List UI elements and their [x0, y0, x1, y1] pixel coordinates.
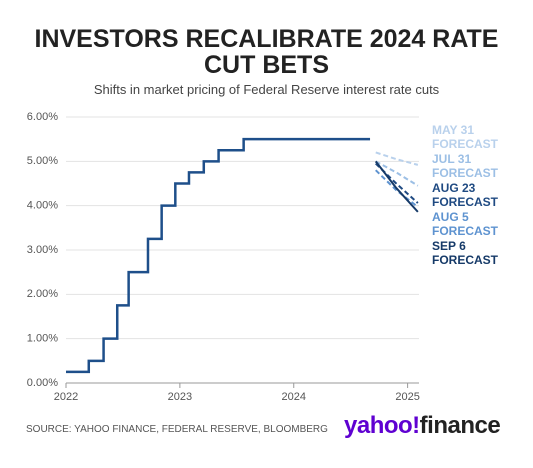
x-tick-label: 2024: [281, 391, 305, 403]
y-tick-label: 0.00%: [27, 377, 58, 389]
legend-label: AUG 23 FORECAST: [432, 181, 498, 209]
y-tick-label: 5.00%: [27, 155, 58, 167]
series-line: [374, 160, 419, 213]
chart-subtitle: Shifts in market pricing of Federal Rese…: [93, 82, 440, 97]
logo-product: finance: [419, 412, 501, 439]
series-line: [375, 169, 419, 208]
legend-label: MAY 31 FORECAST: [432, 123, 498, 151]
y-tick-label: 1.00%: [27, 333, 58, 345]
y-tick-label: 3.00%: [27, 244, 58, 256]
y-tick-label: 4.00%: [27, 200, 58, 212]
legend-label: SEP 6 FORECAST: [432, 239, 498, 267]
series-line: [375, 151, 419, 166]
logo: yahoo!finance: [344, 412, 501, 440]
series-line: [375, 160, 419, 187]
y-tick-label: 6.00%: [27, 111, 58, 123]
legend-label: JUL 31 FORECAST: [432, 152, 498, 180]
chart-title: INVESTORS RECALIBRATE 2024 RATE CUT BETS: [34, 25, 499, 79]
legend-label: AUG 5 FORECAST: [432, 210, 498, 238]
x-tick-label: 2022: [54, 391, 78, 403]
source: SOURCE: YAHOO FINANCE, FEDERAL RESERVE, …: [26, 424, 328, 435]
logo-brand: yahoo!: [344, 412, 420, 439]
x-tick-label: 2025: [395, 391, 419, 403]
series-line: [66, 137, 371, 374]
y-tick-label: 2.00%: [27, 288, 58, 300]
x-tick-label: 2023: [168, 391, 192, 403]
